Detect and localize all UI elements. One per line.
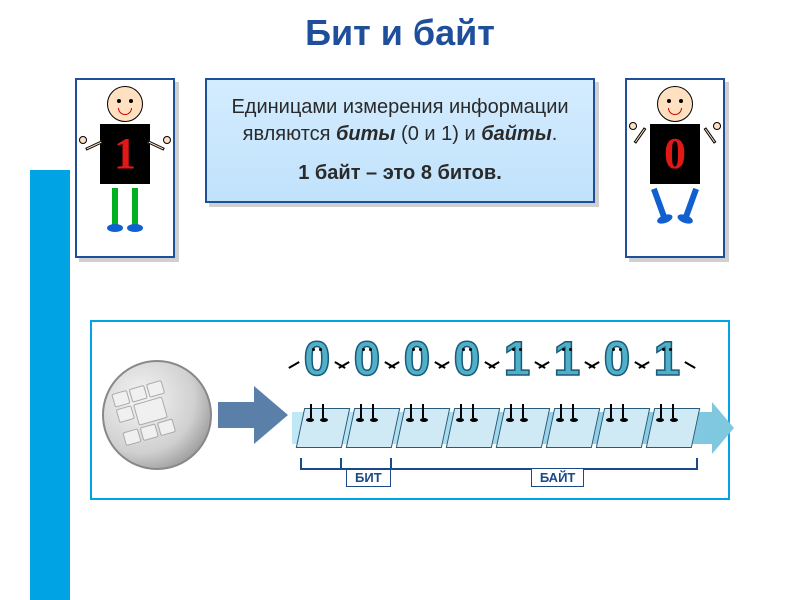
byte-label: БАЙТ (531, 468, 585, 487)
bit-character: 0 (296, 338, 338, 410)
bit-character: 0 (596, 338, 638, 410)
top-row: 1 Единицами измерения информации являютс… (0, 78, 800, 258)
info-box: Единицами измерения информации являются … (205, 78, 595, 203)
character-one-box: 1 (75, 78, 175, 258)
bit-label: БИТ (346, 468, 391, 487)
info-line-1: Единицами измерения информации являются … (225, 94, 575, 148)
side-accent-band (30, 170, 70, 600)
character-one-digit: 1 (100, 124, 150, 184)
byte-track (292, 404, 712, 452)
character-zero-digit: 0 (650, 124, 700, 184)
bit-character: 1 (546, 338, 588, 410)
page-title: Бит и байт (0, 0, 800, 54)
bit-character: 0 (346, 338, 388, 410)
bit-character: 0 (396, 338, 438, 410)
info-line-2: 1 байт – это 8 битов. (225, 160, 575, 187)
character-zero-box: 0 (625, 78, 725, 258)
byte-bracket (300, 458, 698, 470)
byte-diagram-panel: 00001101 БИТ БАЙТ (90, 320, 730, 500)
bit-characters-row: 00001101 (296, 338, 688, 410)
bit-character: 1 (646, 338, 688, 410)
character-head (107, 86, 143, 122)
character-head (657, 86, 693, 122)
bit-character: 1 (496, 338, 538, 410)
bit-character: 0 (446, 338, 488, 410)
keyboard-icon (102, 360, 212, 470)
